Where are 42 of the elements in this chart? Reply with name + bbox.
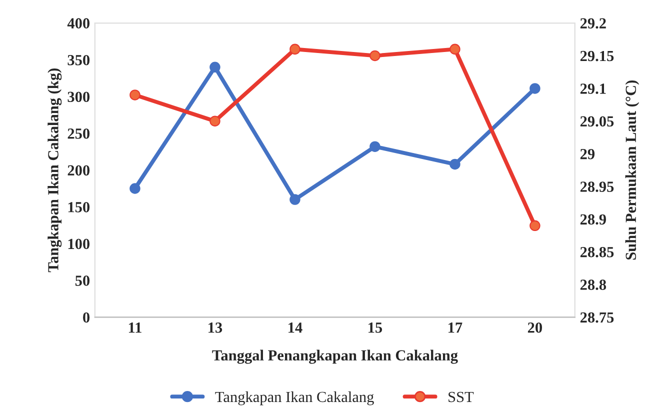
y-tick-label: 300 [68, 92, 90, 102]
y2-tick-label: 29.1 [580, 84, 606, 94]
point [370, 141, 380, 152]
y-tick-label: 0 [83, 312, 90, 323]
point [530, 83, 540, 94]
y2-tick-label: 28.75 [580, 312, 614, 323]
y-tick-label: 50 [75, 276, 90, 286]
x-axis-title: Tanggal Penangkapan Ikan Cakalang [212, 350, 458, 364]
x-tick-label: 11 [128, 322, 142, 333]
x-tick-label: 20 [528, 322, 542, 333]
y2-tick-label: 28.85 [580, 246, 614, 258]
legend-label: SST [448, 392, 474, 402]
y2-axis-title: Suhu Permukaan Laut (°C) [625, 80, 640, 260]
point [370, 50, 380, 62]
y-tick-label: 400 [67, 18, 90, 28]
x-tick-label: 14 [288, 322, 302, 333]
point [130, 90, 140, 100]
y-tick-label: 200 [68, 165, 90, 176]
y-axis-title: Tangkapan Ikan Cakalang (kg) [48, 68, 62, 272]
point [450, 158, 460, 170]
point [290, 194, 300, 205]
y-tick-label: 100 [68, 238, 90, 250]
y-tick-label: 350 [68, 54, 90, 66]
y2-tick-label: 28.8 [580, 280, 606, 290]
point [210, 62, 220, 73]
y2-tick-label: 28.95 [580, 182, 614, 192]
x-tick-label: 15 [368, 322, 382, 333]
y-tick-label: 250 [68, 128, 90, 139]
y2-tick-label: 28.9 [580, 214, 606, 225]
x-tick-label: 17 [448, 322, 462, 333]
point [130, 183, 140, 194]
y-tick-label: 150 [68, 202, 90, 212]
x-tick-label: 13 [208, 322, 222, 333]
point [530, 220, 540, 232]
y2-tick-label: 29.05 [580, 116, 614, 127]
y2-tick-label: 29.2 [580, 18, 606, 29]
y2-tick-label: 29.15 [580, 50, 614, 62]
point [450, 44, 460, 55]
point [210, 116, 220, 126]
point [290, 44, 300, 55]
y2-tick-label: 29 [580, 148, 595, 160]
legend-label: Tangkapan Ikan Cakalang [215, 391, 374, 406]
